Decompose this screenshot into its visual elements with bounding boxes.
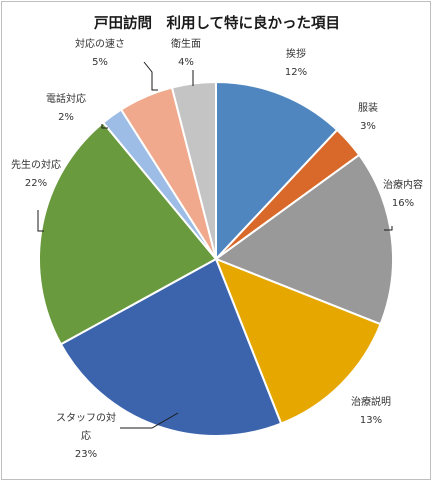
leader-line-5 [120, 412, 179, 429]
pie-slice-3 [213, 153, 394, 326]
leader-lines [37, 61, 393, 429]
pie-slice-4 [214, 257, 382, 425]
pie-slice-1 [215, 80, 339, 262]
pie-slice-9 [170, 80, 217, 260]
data-label-5: スタッフの対応 23% [56, 411, 116, 460]
data-labels: 挨拶 12% 服装 3% 治療内容 16% 治療説明 13% スタッフの対応 23% 先生の対応 22… [11, 37, 423, 460]
pie-slice-6 [38, 121, 218, 346]
data-label-1: 挨拶 12% [285, 47, 307, 78]
data-label-9: 衛生面 4% [171, 37, 201, 68]
data-label-6: 先生の対応 22% [11, 158, 61, 189]
leader-line-6 [37, 210, 44, 232]
data-label-7: 電話対応 2% [46, 92, 86, 123]
data-label-4: 治療説明 13% [351, 395, 391, 426]
leader-line-7 [101, 124, 108, 129]
chart-title: 戸田訪問 利用して特に良かった項目 [94, 14, 340, 32]
pie-slices [38, 80, 394, 437]
leader-line-3 [384, 226, 393, 231]
data-label-2: 服装 3% [358, 101, 378, 132]
data-label-8: 対応の速さ 5% [75, 37, 125, 68]
leader-line-8 [143, 61, 158, 91]
data-label-3: 治療内容 16% [383, 178, 423, 209]
